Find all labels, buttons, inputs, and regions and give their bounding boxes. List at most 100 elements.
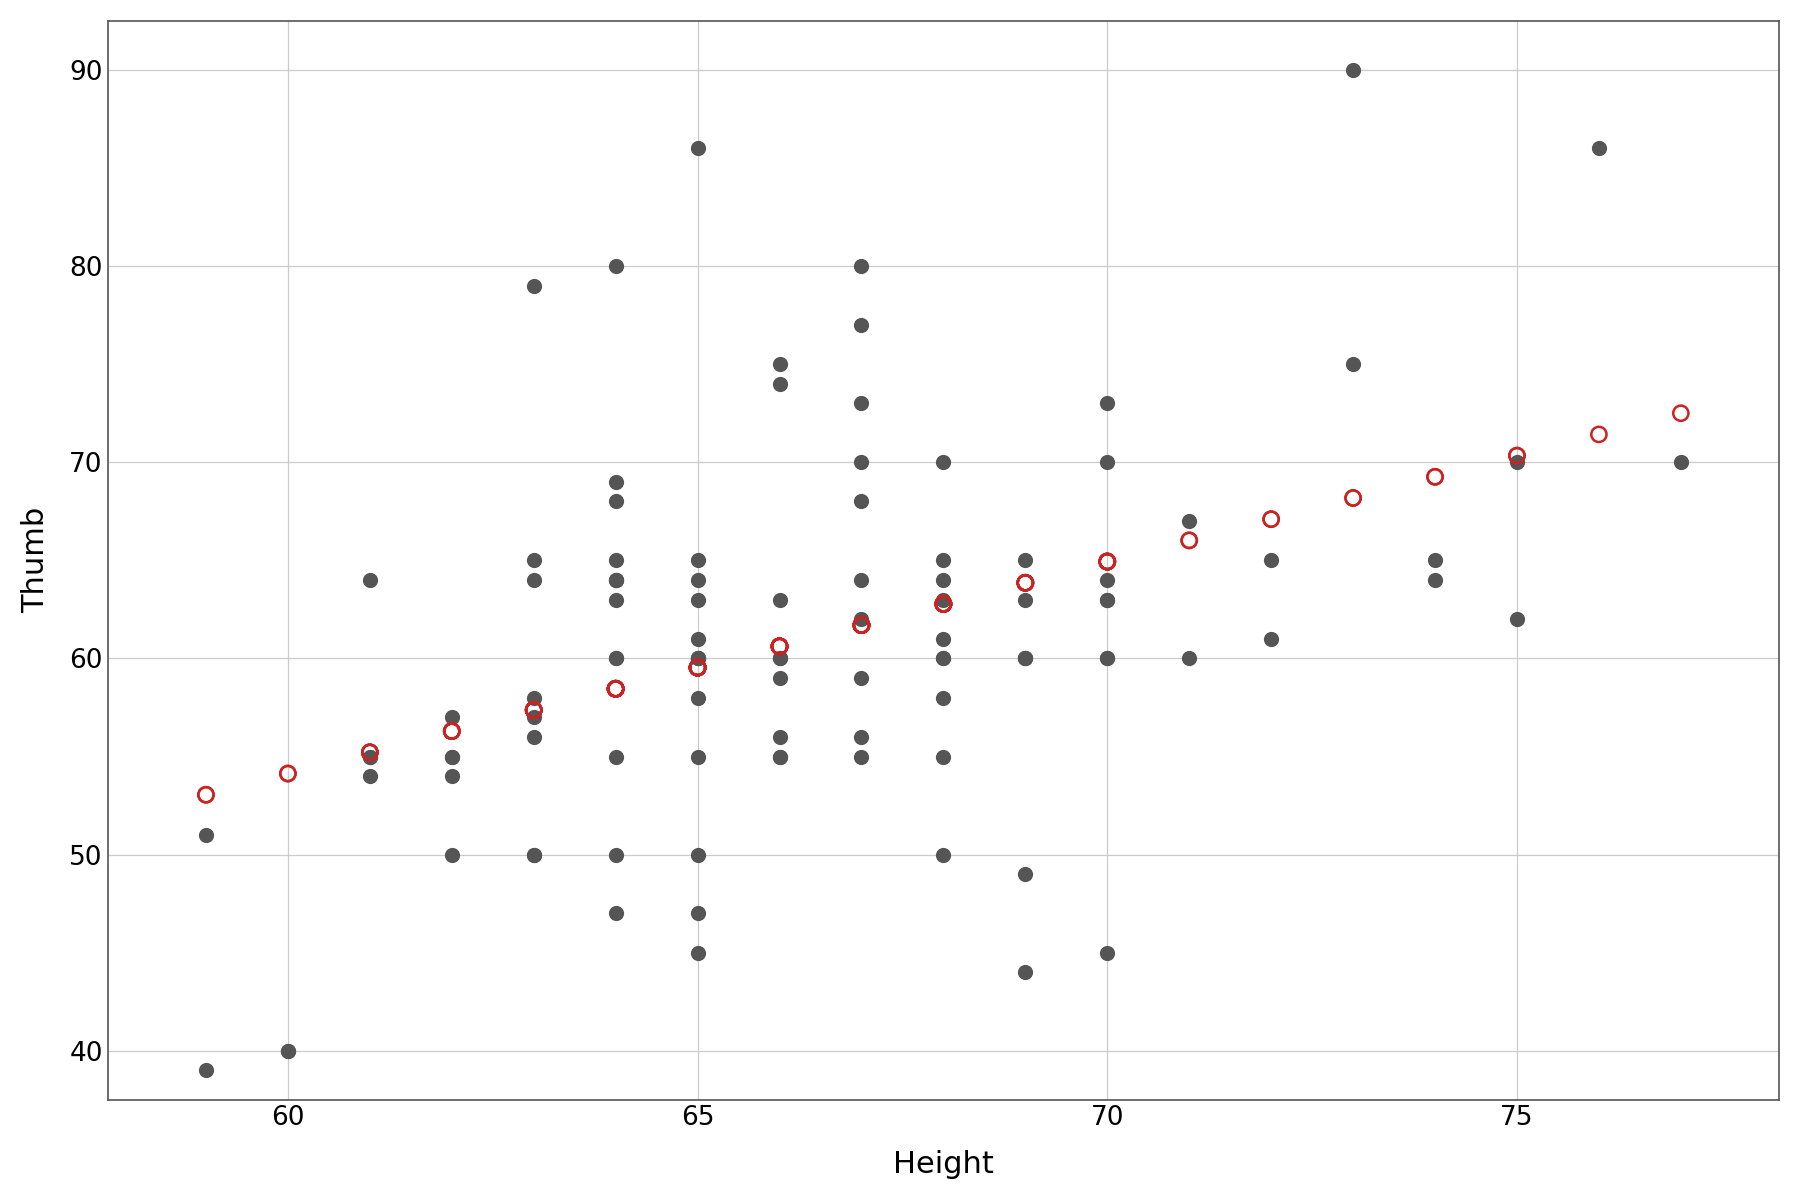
Point [1012,551,1040,570]
Point [437,721,466,740]
Point [684,658,713,677]
Point [1175,649,1204,668]
Point [601,679,630,698]
Point [765,637,794,656]
Point [1093,649,1121,668]
Point [1093,552,1121,571]
Point [520,708,549,727]
Point [1339,60,1368,79]
Point [1667,452,1696,472]
Point [601,679,630,698]
Point [1584,139,1613,158]
Point [520,727,549,746]
Point [355,746,383,766]
Point [765,649,794,668]
Y-axis label: Thumb: Thumb [22,508,50,613]
Point [1012,574,1040,593]
Point [929,594,958,613]
Point [1012,574,1040,593]
Point [848,452,877,472]
Point [765,668,794,688]
Point [601,679,630,698]
Point [765,374,794,394]
Point [929,746,958,766]
Point [601,679,630,698]
Point [1093,552,1121,571]
Point [601,473,630,492]
Point [191,785,220,804]
Point [1256,551,1285,570]
Point [601,679,630,698]
Point [355,743,383,762]
Point [848,570,877,589]
Point [765,637,794,656]
Point [601,679,630,698]
Point [929,594,958,613]
Point [684,649,713,668]
Point [520,845,549,864]
Point [601,551,630,570]
Point [848,616,877,635]
Point [1339,354,1368,373]
Point [684,943,713,962]
Point [929,688,958,707]
Point [1667,403,1696,422]
Point [929,594,958,613]
Point [1012,649,1040,668]
Point [1420,570,1449,589]
Point [848,492,877,511]
Point [848,616,877,635]
Point [191,1061,220,1080]
Point [601,679,630,698]
Point [765,590,794,610]
Point [601,679,630,698]
Point [601,679,630,698]
Point [684,590,713,610]
Point [1175,530,1204,550]
Point [684,658,713,677]
Point [684,658,713,677]
Point [848,394,877,413]
Point [355,767,383,786]
Point [765,727,794,746]
Point [929,594,958,613]
Point [765,637,794,656]
Point [1093,452,1121,472]
Point [437,767,466,786]
Point [601,904,630,923]
Point [765,637,794,656]
Point [1093,552,1121,571]
Point [1093,552,1121,571]
Point [684,658,713,677]
Point [1503,452,1532,472]
Point [684,139,713,158]
Point [765,637,794,656]
Point [929,452,958,472]
Point [684,658,713,677]
Point [929,629,958,648]
Point [601,679,630,698]
Point [765,637,794,656]
Point [274,1042,302,1061]
Point [1503,446,1532,466]
Point [684,658,713,677]
Point [848,316,877,335]
Point [929,594,958,613]
Point [520,701,549,720]
Point [191,785,220,804]
Point [684,746,713,766]
Point [1175,511,1204,530]
Point [1584,425,1613,444]
Point [1012,865,1040,884]
Point [601,492,630,511]
Point [520,701,549,720]
Point [437,721,466,740]
Point [684,658,713,677]
Point [1012,649,1040,668]
Point [765,637,794,656]
Point [765,637,794,656]
Point [601,570,630,589]
Point [929,594,958,613]
Point [848,257,877,276]
Point [601,746,630,766]
